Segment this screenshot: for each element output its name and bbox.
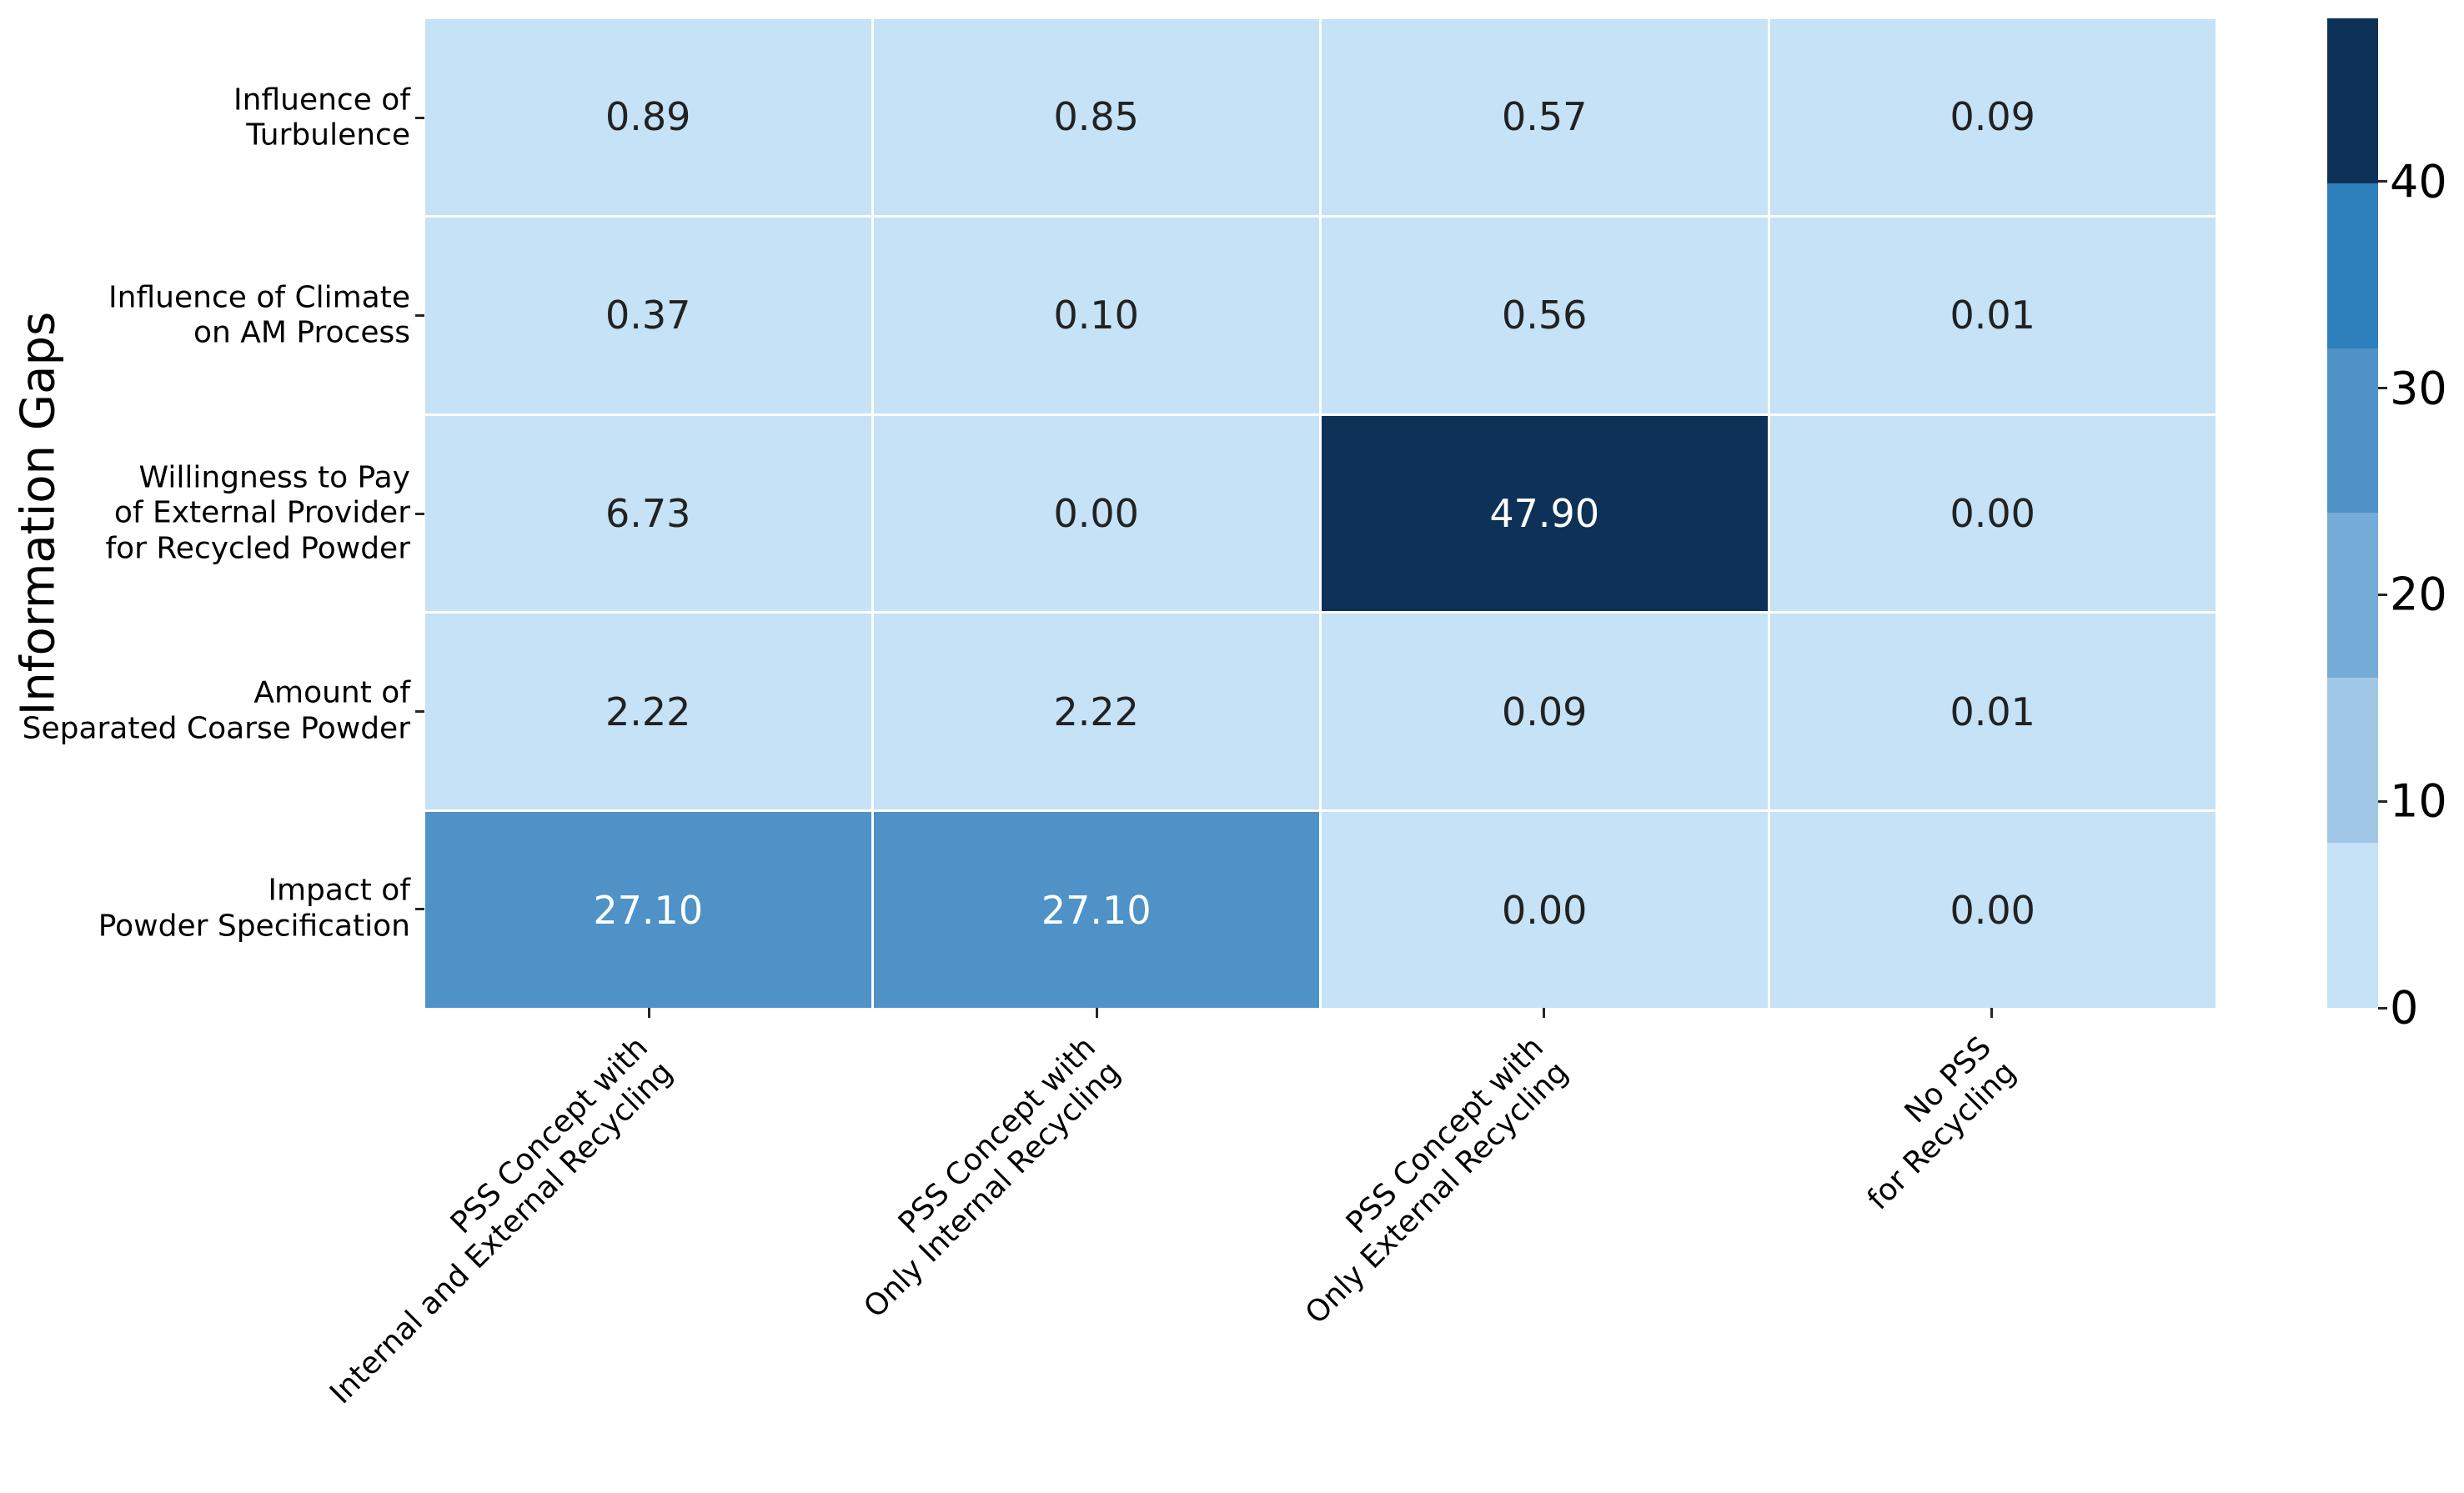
- heatmap-cell: 2.22: [425, 614, 871, 810]
- colorbar-tick-label: 10: [2390, 774, 2447, 828]
- colorbar-tick-mark: [2378, 593, 2387, 596]
- heatmap-figure: Information Gaps 0.89 0.85 0.57 0.09 0.37 0.1…: [11, 18, 2447, 1411]
- colorbar-tick-label: 30: [2390, 362, 2447, 415]
- x-tick-mark: [1095, 1008, 1098, 1018]
- x-tick-mark: [1543, 1008, 1546, 1018]
- heatmap-cell: 0.00: [1322, 812, 1768, 1008]
- column-tick-label: PSS Concept with Only External Recycling: [1299, 1030, 1575, 1331]
- colorbar-segment: [2327, 513, 2378, 679]
- row-tick-label: Impact of Powder Specification: [98, 873, 410, 944]
- column-tick-label: PSS Concept with Internal and External R…: [324, 1030, 680, 1411]
- heatmap-cell: 47.90: [1322, 415, 1768, 612]
- colorbar-tick-label: 0: [2390, 981, 2419, 1035]
- heatmap-cell: 0.57: [1322, 19, 1768, 215]
- colorbar-tick-label: 40: [2390, 155, 2447, 208]
- heatmap-cell: 0.00: [1769, 415, 2216, 612]
- colorbar-tick-mark: [2378, 799, 2387, 803]
- y-tick-mark: [415, 512, 424, 515]
- colorbar-segment: [2327, 348, 2378, 514]
- x-tick-mark: [647, 1008, 650, 1018]
- x-tick-mark: [1990, 1008, 1994, 1018]
- row-tick-label: Influence of Climate on AM Process: [108, 280, 410, 350]
- colorbar-segment: [2327, 843, 2378, 1008]
- row-tick-label: Willingness to Pay of External Provider …: [105, 460, 410, 566]
- heatmap-cell: 0.10: [873, 217, 1319, 413]
- heatmap-cell: 0.56: [1322, 217, 1768, 413]
- colorbar-tick-mark: [2378, 387, 2387, 390]
- colorbar-tick-label: 20: [2390, 568, 2447, 621]
- heatmap-cell: 0.89: [425, 19, 871, 215]
- colorbar: [2327, 18, 2378, 1008]
- row-tick-label: Amount of Separated Coarse Powder: [22, 675, 410, 746]
- heatmap-cell: 27.10: [425, 812, 871, 1008]
- heatmap-cell: 2.22: [873, 614, 1319, 810]
- heatmap-cell: 0.01: [1769, 614, 2216, 810]
- heatmap-cell: 0.00: [873, 415, 1319, 612]
- heatmap-cell: 6.73: [425, 415, 871, 612]
- heatmap-cell: 0.00: [1769, 812, 2216, 1008]
- colorbar-segment: [2327, 678, 2378, 844]
- heatmap-cell: 0.37: [425, 217, 871, 413]
- y-tick-mark: [415, 709, 424, 713]
- colorbar-tick-mark: [2378, 180, 2387, 183]
- colorbar-segment: [2327, 18, 2378, 183]
- heatmap-cell: 0.09: [1322, 614, 1768, 810]
- colorbar-tick-mark: [2378, 1006, 2387, 1010]
- heatmap-cell: 27.10: [873, 812, 1319, 1008]
- y-tick-mark: [415, 117, 424, 120]
- heatmap-grid: 0.89 0.85 0.57 0.09 0.37 0.10 0.56 0.01 6.73 0.00…: [425, 19, 2216, 1008]
- column-tick-label: PSS Concept with Only Internal Recycling: [857, 1030, 1128, 1325]
- colorbar-segment: [2327, 183, 2378, 348]
- y-tick-mark: [415, 314, 424, 318]
- row-tick-label: Influence of Turbulence: [233, 83, 410, 153]
- y-tick-mark: [415, 907, 424, 910]
- column-tick-label: No PSS for Recycling: [1860, 1030, 2023, 1217]
- heatmap-cell: 0.01: [1769, 217, 2216, 413]
- heatmap-cell: 0.85: [873, 19, 1319, 215]
- heatmap-cell: 0.09: [1769, 19, 2216, 215]
